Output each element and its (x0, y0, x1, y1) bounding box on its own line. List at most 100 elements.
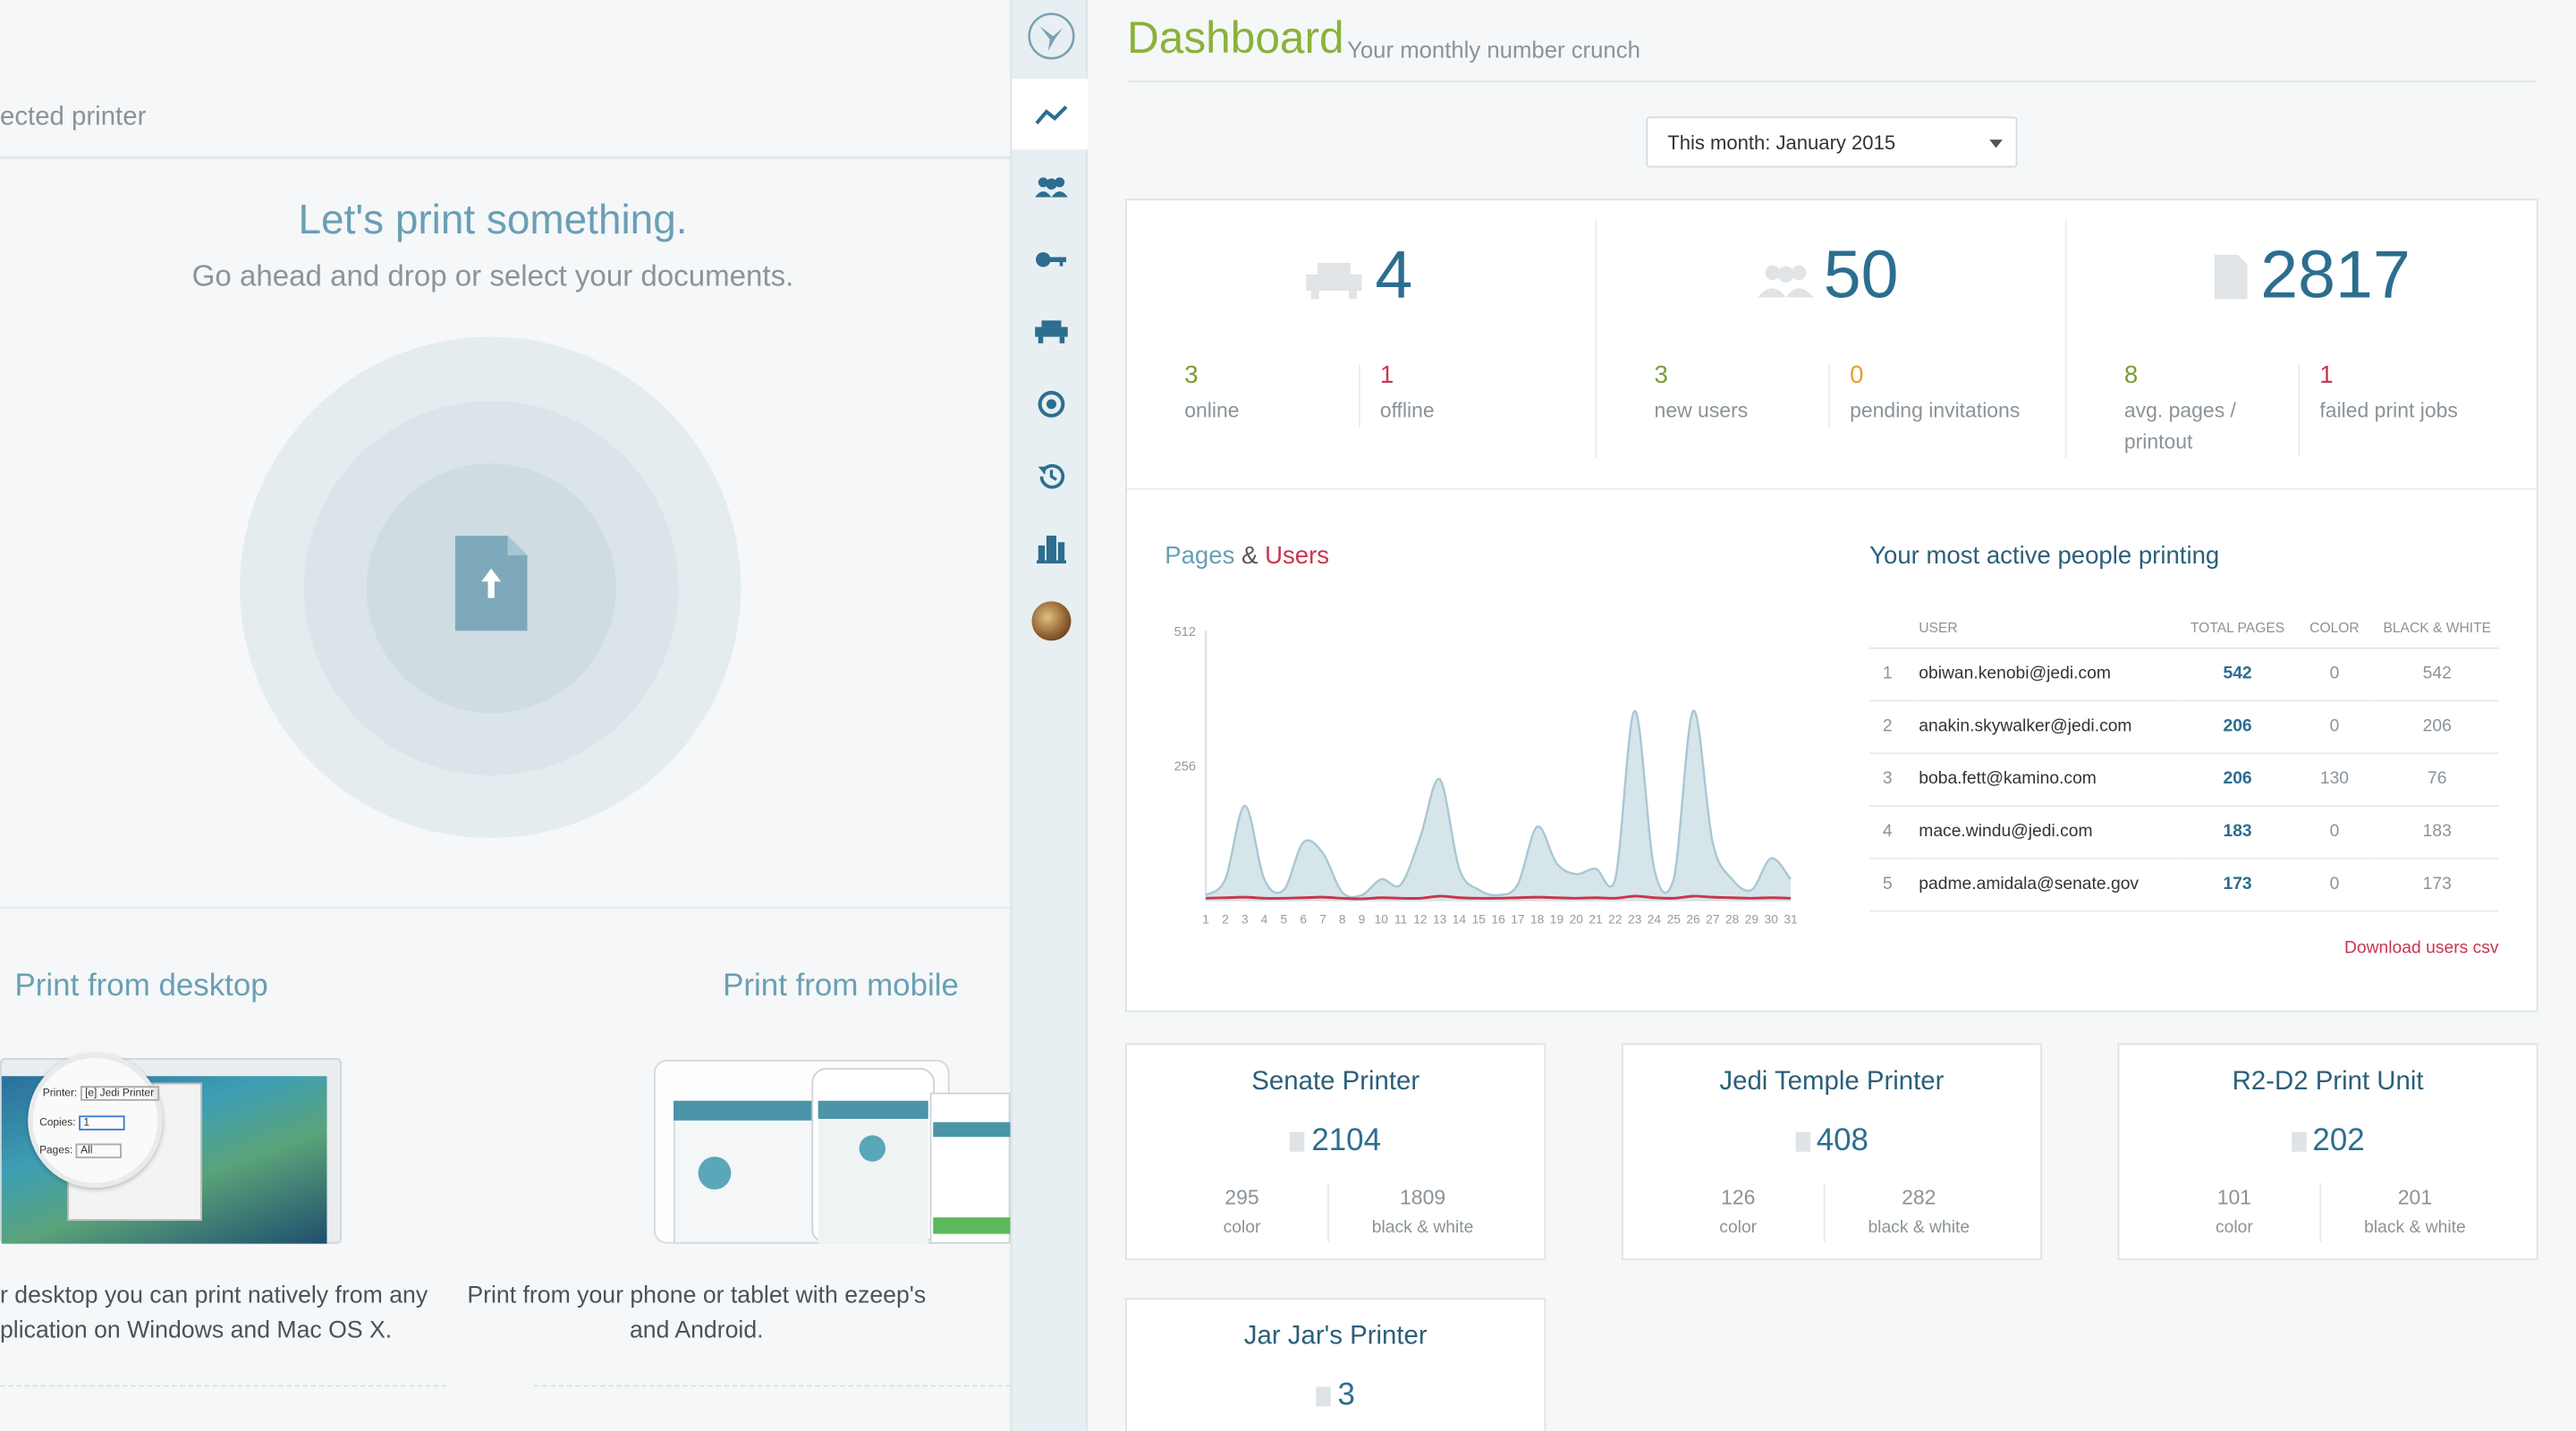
x-tick-label: 10 (1375, 912, 1389, 926)
print-desktop-title: Print from desktop (14, 969, 268, 1004)
cell-bw: 206 (2375, 699, 2499, 754)
print-dialog-magnifier: Printer: [e] Jedi Printer Copies: 1 Page… (28, 1053, 163, 1189)
cell-total: 183 (2182, 805, 2294, 859)
x-tick-label: 5 (1280, 912, 1287, 926)
printer-icon (1306, 262, 1362, 300)
copies-label: Copies: (39, 1117, 76, 1130)
printer-color-label: color (1719, 1217, 1758, 1238)
print-mobile-description: Print from your phone or tablet with eze… (467, 1283, 927, 1344)
sidebar-item-history[interactable] (1012, 440, 1089, 511)
sidebar-item-organization[interactable] (1012, 512, 1089, 583)
avg-pages-label: avg. pages / printout (2123, 399, 2236, 454)
x-tick-label: 29 (1745, 912, 1758, 926)
x-tick-label: 4 (1261, 912, 1268, 926)
sidebar-item-profile[interactable] (1012, 585, 1089, 656)
table-row[interactable]: 2 anakin.skywalker@jedi.com 206 0 206 (1869, 699, 2499, 754)
printer-bw-count: 282 (1902, 1186, 1936, 1210)
x-tick-label: 28 (1725, 912, 1740, 926)
divider (0, 907, 1011, 909)
printer-color-count: 295 (1224, 1186, 1259, 1210)
x-tick-label: 23 (1628, 912, 1642, 926)
cell-color: 130 (2293, 752, 2376, 807)
cell-user: padme.amidala@senate.gov (1919, 857, 2182, 911)
divider (1327, 1182, 1329, 1242)
printer-bw-label: black & white (2364, 1217, 2466, 1238)
printer-total: 2104 (1127, 1124, 1545, 1160)
printer-card[interactable]: Senate Printer 2104 295 color 1809 black & wh… (1125, 1043, 1546, 1260)
panel-title: ected printer (0, 103, 147, 131)
building-icon (1036, 534, 1066, 563)
x-tick-label: 21 (1589, 912, 1602, 926)
column-header: TOTAL PAGES (2182, 607, 2294, 648)
pending-invitations-count: 0 (1850, 361, 1864, 390)
divider (2064, 220, 2067, 459)
printers-online-count: 3 (1184, 361, 1199, 390)
sidebar-item-keys[interactable] (1012, 224, 1089, 294)
printer-total: 408 (1623, 1124, 2041, 1160)
print-upload-panel: ected printer Let's print something. Go … (0, 0, 1011, 1431)
history-icon (1037, 463, 1064, 488)
page-subtitle: Your monthly number crunch (1347, 36, 1640, 63)
pages-value: All (75, 1143, 123, 1159)
sidebar-item-targets[interactable] (1012, 368, 1089, 438)
users-icon (1034, 176, 1067, 197)
cell-bw: 183 (2375, 805, 2499, 859)
printer-card[interactable]: Jar Jar's Printer 3 (1125, 1298, 1546, 1431)
period-select[interactable]: This month: January 2015 (1646, 116, 2018, 168)
download-users-csv-link[interactable]: Download users csv (2343, 937, 2499, 958)
series-area (1206, 710, 1792, 901)
dashboard-main: Dashboard Your monthly number crunch Thi… (1087, 0, 2576, 1431)
cell-rank: 1 (1869, 647, 1919, 701)
document-icon (1290, 1131, 1305, 1152)
column-header: BLACK & WHITE (2375, 607, 2499, 648)
active-users-title: Your most active people printing (1869, 542, 2220, 571)
cell-bw: 542 (2375, 647, 2499, 701)
printers-offline-label: offline (1379, 399, 1435, 423)
sidebar-item-users[interactable] (1012, 151, 1089, 222)
print-desktop-description: r desktop you can print natively from an… (0, 1283, 428, 1344)
upload-heading: Let's print something. (298, 197, 688, 243)
page-title: Dashboard (1126, 13, 1344, 63)
hummingbird-logo-icon (1027, 12, 1074, 59)
period-select-value: This month: January 2015 (1667, 131, 1896, 155)
printer-card[interactable]: Jedi Temple Printer 408 126 color 282 black &… (1621, 1043, 2043, 1260)
x-tick-label: 20 (1570, 912, 1584, 926)
cell-bw: 173 (2375, 857, 2499, 911)
table-row[interactable]: 3 boba.fett@kamino.com 206 130 76 (1869, 752, 2499, 807)
printer-total: 202 (2119, 1124, 2537, 1160)
users-icon (1758, 265, 1814, 298)
x-tick-label: 14 (1453, 912, 1467, 926)
users-total: 50 (1823, 236, 1899, 313)
cell-color: 0 (2293, 857, 2376, 911)
x-tick-label: 1 (1202, 912, 1209, 926)
sidebar-item-dashboard[interactable] (1012, 79, 1089, 150)
table-row[interactable]: 5 padme.amidala@senate.gov 173 0 173 (1869, 857, 2499, 911)
printer-name: Jedi Temple Printer (1719, 1068, 1945, 1097)
x-tick-label: 11 (1394, 912, 1407, 926)
divider (1595, 220, 1597, 459)
x-tick-label: 25 (1667, 912, 1682, 926)
divider (0, 1384, 447, 1387)
x-tick-label: 8 (1339, 912, 1346, 926)
failed-jobs-label: failed print jobs (2319, 399, 2458, 423)
failed-jobs-count: 1 (2319, 361, 2334, 390)
printers-online-label: online (1184, 399, 1240, 423)
table-row[interactable]: 4 mace.windu@jedi.com 183 0 183 (1869, 805, 2499, 859)
printer-color-count: 101 (2216, 1186, 2252, 1210)
x-tick-label: 18 (1530, 912, 1545, 926)
cell-user: mace.windu@jedi.com (1919, 805, 2182, 859)
divider (1823, 1182, 1826, 1242)
document-icon (2214, 254, 2248, 300)
upload-document-icon[interactable] (454, 535, 528, 631)
divider (2298, 364, 2301, 457)
divider (1126, 80, 2537, 82)
sidebar-item-printers[interactable] (1012, 296, 1089, 367)
cell-user: obiwan.kenobi@jedi.com (1919, 647, 2182, 701)
document-icon (1316, 1386, 1332, 1407)
mobile-screenshot (654, 1059, 1011, 1244)
printer-card[interactable]: R2-D2 Print Unit 202 101 color 201 black & wh… (2117, 1043, 2538, 1260)
stats-card: 4 3 online 1 offline 50 3 new users 0 pe… (1125, 199, 2538, 1012)
sidebar-logo[interactable] (1012, 0, 1089, 71)
series-line (1206, 894, 1792, 901)
table-row[interactable]: 1 obiwan.kenobi@jedi.com 542 0 542 (1869, 647, 2499, 701)
